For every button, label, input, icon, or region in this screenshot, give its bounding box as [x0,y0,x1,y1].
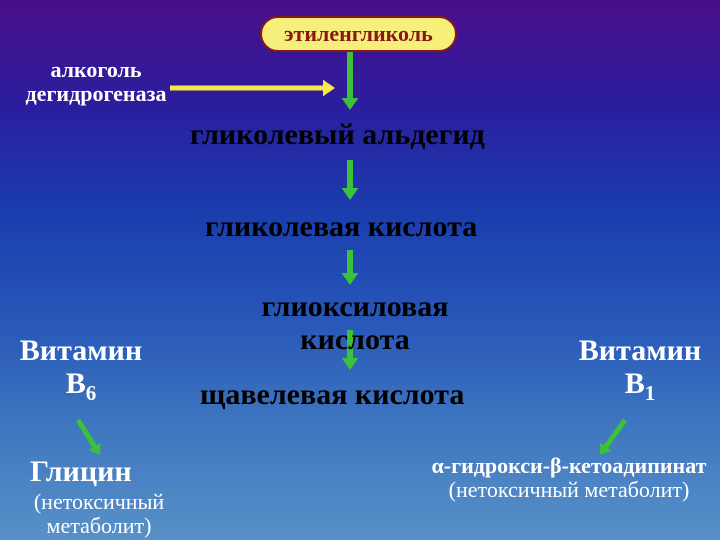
node-glycine: Глицин [30,455,132,488]
arrow [170,80,335,97]
text-line: α-гидрокси-β-кетоадипинат [432,453,707,478]
node-glycolaldehyde: гликолевый альдегид [190,118,485,151]
text-line: метаболит) [47,513,152,538]
text-line: Витамин [579,334,701,367]
text-line: В6 [66,367,97,400]
node-vitamin-b1: Витамин В1 [565,334,715,405]
arrow [600,420,625,455]
node-ethylene-glycol: этиленгликоль [260,16,457,52]
text-line: глиоксиловая [262,290,449,323]
text-line: (нетоксичный [34,489,164,514]
text-line: Витамин [20,334,142,367]
node-product-right: α-гидрокси-β-кетоадипинат (нетоксичный м… [404,454,720,502]
node-vitamin-b6: Витамин В6 [6,334,156,405]
text-line: алкоголь [50,57,141,82]
node-glyoxylic-acid: глиоксиловая кислота [230,290,480,356]
text-line: дегидрогеназа [26,81,167,106]
node-glycine-sub: (нетоксичный метаболит) [14,490,184,538]
text-line: (нетоксичный метаболит) [449,477,690,502]
arrow [342,50,359,110]
text-line: кислота [300,323,409,356]
arrow [342,160,359,200]
arrow [78,420,101,455]
node-glycolic-acid: гликолевая кислота [205,210,477,243]
node-alcohol-dehydrogenase: алкоголь дегидрогеназа [6,58,186,106]
arrow [342,250,359,285]
text-line: В1 [625,367,656,400]
node-oxalic-acid: щавелевая кислота [200,378,464,411]
